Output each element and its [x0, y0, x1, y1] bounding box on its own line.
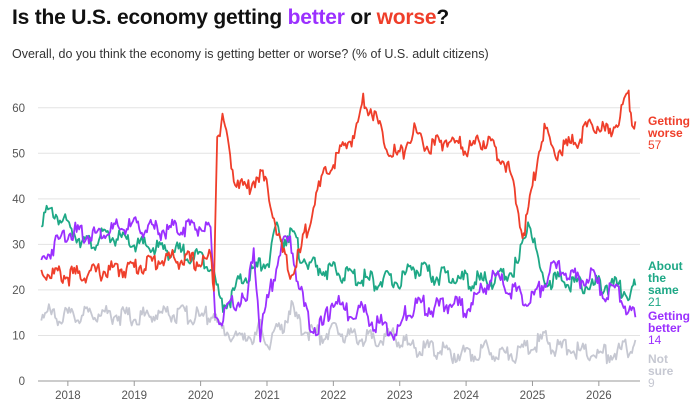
- series-label-line: About: [648, 259, 683, 273]
- y-tick-label: 10: [12, 330, 25, 342]
- series-latest-value: 9: [648, 376, 655, 390]
- x-tick-label: 2023: [387, 390, 413, 402]
- x-tick-label: 2020: [188, 390, 214, 402]
- series-line-getting-worse: [40, 89, 637, 292]
- x-tick-label: 2024: [453, 390, 479, 402]
- y-tick-label: 20: [12, 285, 25, 297]
- y-tick-label: 0: [19, 376, 25, 388]
- y-tick-label: 60: [12, 103, 25, 115]
- series-label-line: worse: [647, 126, 683, 140]
- title-better-word: better: [287, 6, 345, 29]
- series-label-line: sure: [648, 364, 674, 378]
- x-tick-label: 2019: [121, 390, 147, 402]
- series-latest-value: 21: [648, 295, 662, 309]
- series-latest-value: 14: [648, 333, 662, 347]
- x-tick-label: 2025: [520, 390, 546, 402]
- series-latest-value: 57: [648, 138, 662, 152]
- series-line-about-the-same: [40, 204, 637, 313]
- title-worse-word: worse: [376, 6, 437, 29]
- series-label-line: the: [648, 271, 666, 285]
- title-suffix: ?: [436, 6, 449, 29]
- x-tick-label: 2026: [586, 390, 612, 402]
- x-tick-label: 2018: [55, 390, 81, 402]
- series-label-line: same: [648, 283, 679, 297]
- series-label-line: better: [648, 321, 682, 335]
- x-tick-label: 2021: [254, 390, 280, 402]
- y-tick-label: 30: [12, 239, 25, 251]
- y-axis-ticks: 0 10 20 30 40 50 60: [12, 103, 25, 388]
- y-tick-label: 50: [12, 148, 25, 160]
- x-axis-ticks: 2018 2019 2020 2021 2022 2023 2024 2025 2026: [55, 381, 612, 402]
- title-prefix: Is the U.S. economy getting: [12, 6, 288, 29]
- series-label-line: Not: [648, 352, 668, 366]
- series-line-getting-better: [40, 216, 637, 343]
- title-middle: or: [344, 6, 377, 29]
- series-lines: [40, 89, 637, 365]
- series-labels: Gettingworse57Aboutthesame21Gettingbette…: [647, 114, 690, 390]
- x-tick-label: 2022: [321, 390, 347, 402]
- series-label-line: Getting: [648, 114, 690, 128]
- y-tick-label: 40: [12, 194, 25, 206]
- series-line-not-sure: [40, 300, 637, 365]
- chart-title: Is the U.S. economy getting better or wo…: [12, 6, 449, 30]
- series-label-line: Getting: [648, 309, 690, 323]
- chart-subtitle: Overall, do you think the economy is get…: [12, 47, 489, 61]
